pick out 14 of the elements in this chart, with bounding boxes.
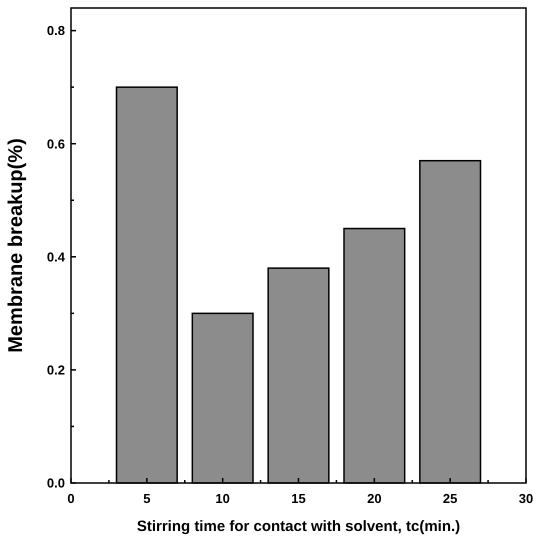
x-tick-label: 10 [215,491,230,506]
x-tick-label: 0 [67,491,75,506]
y-tick-label: 0.6 [46,136,65,152]
y-tick-label: 0.4 [46,249,66,264]
x-tick-label: 15 [291,491,306,506]
y-tick-label: 0.2 [46,362,65,378]
x-axis-title: Stirring time for contact with solvent, tc(min.) [136,518,460,535]
x-tick-label: 5 [143,491,150,506]
y-tick-label: 0.0 [46,476,65,491]
x-tick-label: 30 [518,491,533,506]
y-axis-title: Membrane breakup(%) [5,138,27,353]
x-tick-label: 20 [367,491,382,506]
y-tick-label: 0.8 [46,23,65,38]
x-tick-label: 25 [442,491,458,506]
